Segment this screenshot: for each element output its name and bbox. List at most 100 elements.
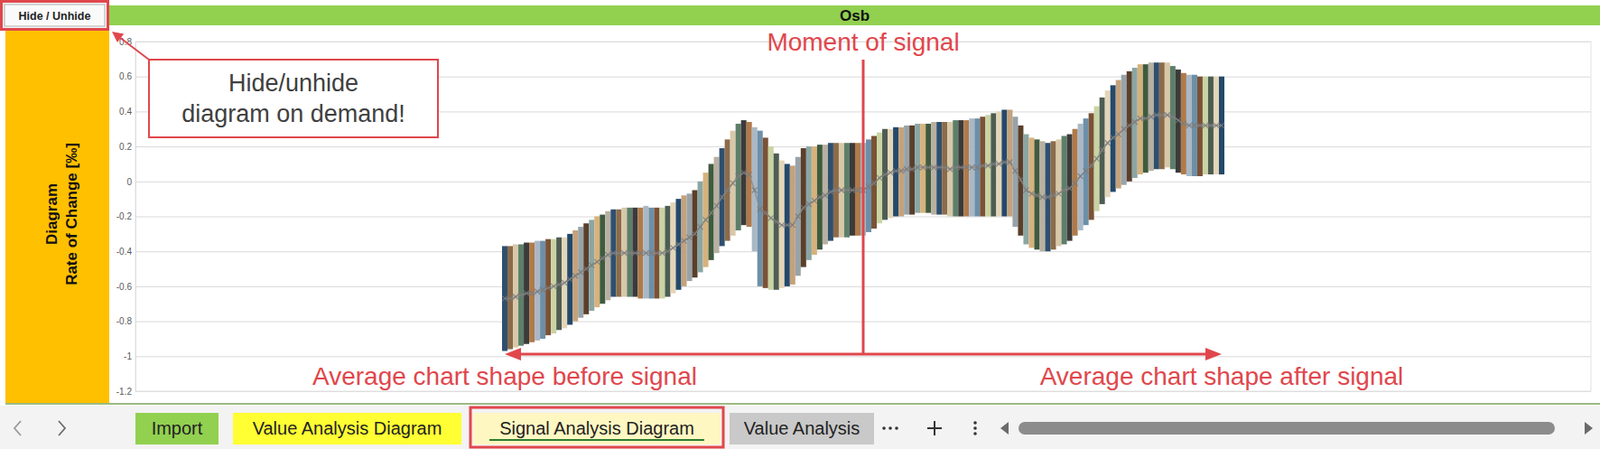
range-bar — [1116, 80, 1122, 189]
average-marker — [637, 250, 643, 256]
sheet-tab[interactable]: Import — [135, 412, 219, 445]
average-marker — [681, 238, 688, 244]
average-marker — [1088, 162, 1095, 168]
average-marker — [653, 250, 660, 256]
average-marker — [855, 186, 861, 193]
average-marker — [990, 160, 996, 167]
average-marker — [800, 204, 807, 211]
average-marker — [1148, 113, 1154, 120]
scroll-tabs-right[interactable] — [58, 420, 66, 436]
average-marker — [730, 180, 736, 187]
sheet-options-dot[interactable] — [973, 431, 977, 436]
average-marker — [621, 250, 627, 256]
sheet-tab-face[interactable] — [473, 412, 721, 445]
range-bar — [795, 157, 801, 277]
average-marker — [817, 194, 823, 200]
range-bar — [621, 207, 627, 298]
range-bar — [936, 121, 942, 215]
range-bar — [577, 226, 584, 318]
sheet-tab[interactable]: Signal Analysis Diagram — [470, 407, 724, 447]
button-face[interactable] — [4, 4, 105, 27]
sheet-tab-face[interactable] — [729, 412, 875, 445]
sheet-tab-label[interactable]: Value Analysis — [744, 418, 861, 438]
average-marker — [1197, 122, 1203, 129]
range-bar — [855, 142, 861, 236]
more-tabs-dot[interactable] — [888, 426, 893, 430]
y-axis: -1.2-1-0.8-0.6-0.4-0.200.20.40.60.8 — [116, 37, 1591, 397]
signal-line — [862, 59, 866, 354]
average-marker — [599, 255, 605, 261]
average-marker — [795, 213, 801, 220]
average-marker — [958, 164, 964, 170]
button-frame[interactable] — [1, 1, 109, 30]
average-marker — [1121, 126, 1127, 132]
more-tabs-dot[interactable] — [882, 426, 886, 430]
active-tab-highlight[interactable] — [470, 407, 724, 447]
average-marker — [920, 164, 926, 170]
scrollbar-thumb[interactable] — [1018, 421, 1555, 435]
average-marker — [876, 175, 883, 181]
range-bar — [876, 132, 883, 224]
sheet-tab[interactable]: Value Analysis — [729, 412, 875, 445]
average-marker — [914, 164, 921, 170]
average-marker — [838, 186, 845, 193]
average-marker — [687, 234, 693, 241]
sheet-tab-label[interactable]: Import — [151, 418, 204, 438]
page-root: OsbDiagramRate of Change [‰]-1.2-1-0.8-0… — [0, 0, 1600, 449]
hide-unhide-button[interactable]: Hide / Unhide — [1, 1, 109, 30]
average-marker — [1001, 159, 1007, 166]
sheet-tab[interactable]: Value Analysis Diagram — [232, 412, 462, 445]
average-marker — [1137, 115, 1144, 121]
more-tabs[interactable] — [882, 426, 899, 430]
average-marker — [1202, 122, 1209, 129]
scroll-tabs-left[interactable] — [14, 420, 21, 436]
scroll-left[interactable] — [1000, 421, 1009, 435]
average-marker — [1208, 122, 1214, 129]
active-tab-underline[interactable] — [489, 438, 705, 441]
average-marker — [871, 180, 877, 187]
y-tick: -0.6 — [116, 281, 1591, 292]
scroll-right[interactable] — [1584, 421, 1593, 435]
average-marker — [1023, 186, 1029, 193]
add-sheet[interactable] — [927, 420, 942, 436]
y-tick-label: 0.4 — [119, 106, 132, 117]
average-marker — [746, 171, 753, 177]
y-axis-title: Rate of Change [‰] — [63, 142, 81, 286]
average-marker — [833, 186, 839, 193]
sheet-tab-label[interactable]: Signal Analysis Diagram — [499, 418, 695, 438]
sheet-tab-face[interactable] — [232, 412, 462, 445]
average-marker — [941, 164, 948, 170]
average-marker — [952, 164, 959, 170]
average-marker — [979, 162, 986, 168]
y-tick-label: 0.2 — [119, 141, 132, 152]
average-marker — [930, 164, 937, 170]
average-marker — [784, 222, 791, 228]
sheet-options-dot[interactable] — [973, 426, 977, 430]
average-marker — [882, 171, 888, 177]
button-label[interactable]: Hide / Unhide — [18, 9, 92, 23]
background — [0, 0, 1600, 449]
chart-svg: OsbDiagramRate of Change [‰]-1.2-1-0.8-0… — [0, 0, 1600, 449]
average-marker — [1153, 111, 1160, 118]
average-marker — [583, 266, 589, 272]
more-tabs-dot[interactable] — [894, 426, 899, 430]
average-marker — [708, 210, 715, 216]
average-marker — [822, 192, 828, 198]
y-label-panel — [5, 25, 110, 403]
range-bar — [925, 123, 931, 214]
sheet-tab-face[interactable] — [135, 412, 219, 445]
sheet-options-dot[interactable] — [973, 420, 977, 425]
range-arrow-line — [863, 353, 1210, 356]
sheet-options[interactable] — [973, 420, 977, 436]
y-axis-line — [136, 42, 1592, 392]
average-marker — [719, 194, 726, 200]
range-bar — [669, 202, 676, 294]
average-marker — [642, 250, 649, 256]
range-bar — [898, 127, 904, 217]
average-marker — [556, 281, 562, 288]
sheet-tab-label[interactable]: Value Analysis Diagram — [252, 418, 443, 438]
range-bar — [730, 130, 736, 236]
average-marker — [523, 290, 530, 297]
average-marker — [1181, 120, 1187, 127]
average-marker — [1017, 176, 1024, 183]
